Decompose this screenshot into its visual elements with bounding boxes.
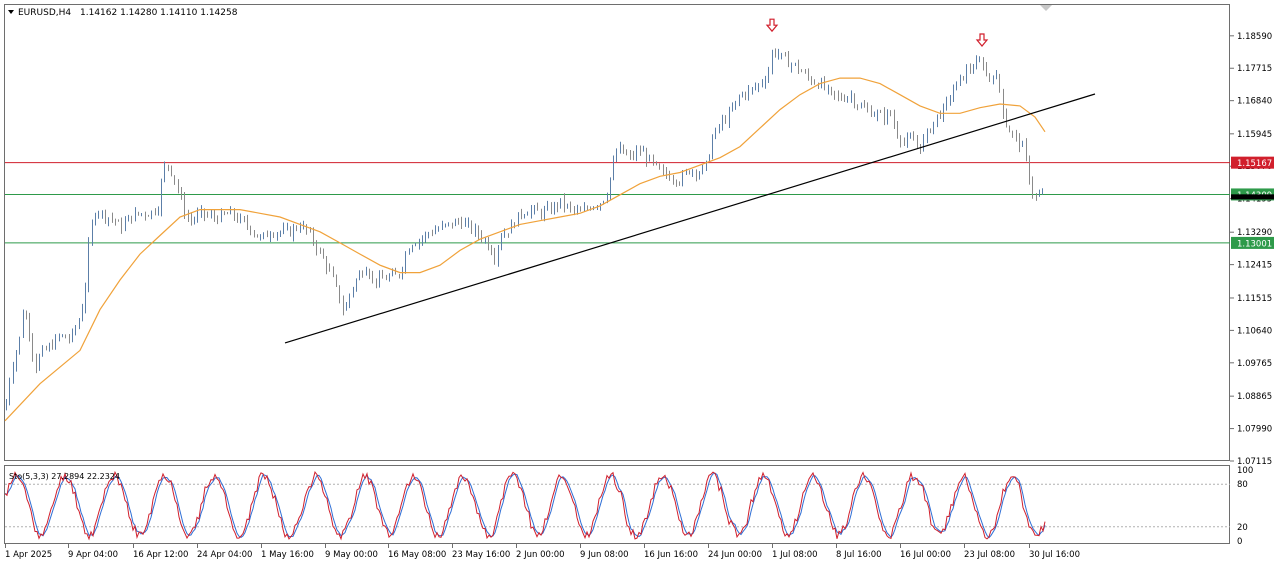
y-tick-label: 1.18590 [1237,32,1272,42]
down-arrow-icon[interactable] [765,18,779,33]
x-tick-label: 16 Apr 12:00 [133,550,188,560]
price-level-label: 1.15167 [1237,159,1272,169]
price-level-label: 1.13001 [1237,239,1272,249]
trend-line[interactable] [284,93,1096,344]
oscillator-title: Sto(5,3,3) 27.2894 22.2324 [9,472,120,481]
oscillator-tick-label: 0 [1237,537,1242,547]
x-tick-label: 9 Apr 04:00 [68,550,118,560]
x-tick-label: 16 Jun 16:00 [644,550,698,560]
x-tick-label: 9 Jun 08:00 [580,550,629,560]
x-tick-label: 1 Apr 2025 [5,550,52,560]
y-tick-label: 1.17715 [1237,64,1272,74]
symbol-dropdown-icon[interactable] [8,10,14,14]
x-tick-label: 30 Jul 16:00 [1029,550,1080,560]
oscillator-tick-label: 80 [1237,480,1248,490]
y-tick-label: 1.12415 [1237,261,1272,271]
x-tick-label: 16 Jul 00:00 [900,550,951,560]
stochastic-main-line [4,470,1046,541]
oscillator-panel-frame [4,465,1230,544]
price-level-tag [1231,236,1274,249]
y-tick-label: 1.07990 [1237,425,1272,435]
main-panel-frame [4,4,1230,461]
y-tick-label: 1.16840 [1237,97,1272,107]
symbol-timeframe: EURUSD,H4 [18,8,71,18]
x-tick-label: 1 Jul 08:00 [772,550,818,560]
x-tick-label: 23 Jul 08:00 [964,550,1015,560]
y-tick-label: 1.11515 [1237,294,1272,304]
x-tick-label: 24 Apr 04:00 [197,550,252,560]
x-tick-label: 23 May 16:00 [452,550,510,560]
x-tick-label: 9 May 00:00 [325,550,378,560]
x-tick-label: 1 May 16:00 [261,550,314,560]
y-tick-label: 1.10640 [1237,326,1272,336]
down-arrow-icon[interactable] [975,33,989,47]
moving-average-line [4,77,1046,422]
y-tick-label: 1.15945 [1237,130,1272,140]
scroll-marker-icon[interactable] [1040,5,1052,11]
y-tick-label: 1.07115 [1237,457,1272,467]
stochastic-signal-line [4,472,1046,539]
y-tick-label: 1.09765 [1237,359,1272,369]
oscillator-tick-label: 100 [1237,466,1253,476]
current-price-tag [1231,194,1274,200]
ohlc-values: 1.14162 1.14280 1.14110 1.14258 [80,8,238,18]
oscillator-tick-label: 20 [1237,523,1248,533]
x-tick-label: 16 May 08:00 [388,550,446,560]
y-tick-label: 1.08865 [1237,392,1272,402]
x-tick-label: 24 Jun 00:00 [708,550,762,560]
y-tick-label: 1.13290 [1237,228,1272,238]
x-tick-label: 8 Jul 16:00 [836,550,882,560]
x-tick-label: 2 Jun 00:00 [516,550,565,560]
price-level-tag [1231,156,1274,169]
